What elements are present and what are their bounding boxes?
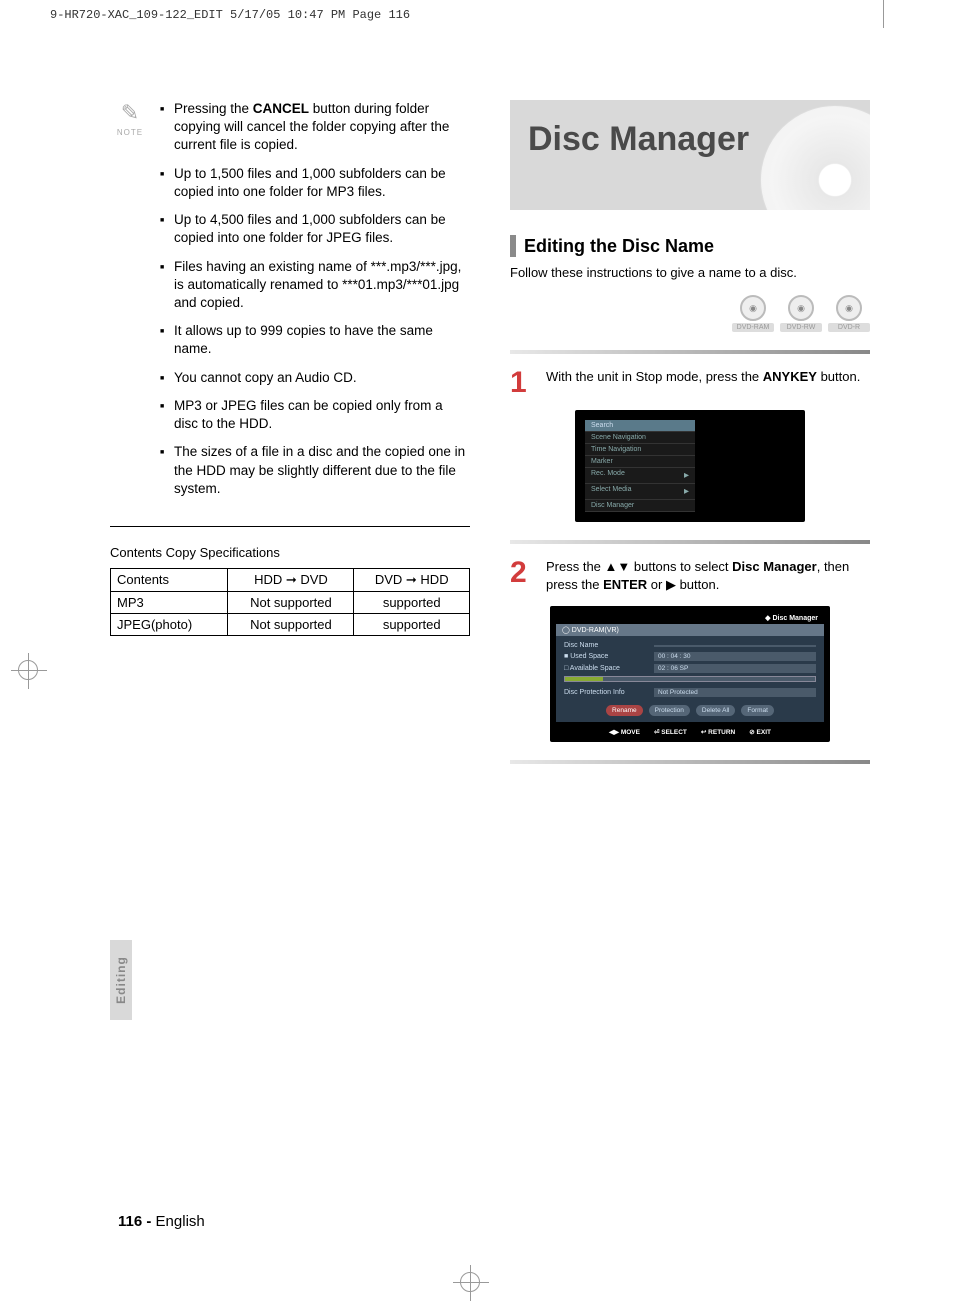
screen-buttons: Rename Protection Delete All Format [564,705,816,716]
gradient-rule [510,540,870,544]
pencil-icon: ✎ [110,100,150,126]
table-header: Contents [111,568,228,591]
registration-mark-left [18,660,38,680]
space-bar [564,676,816,682]
table-header: DVD ➞ HDD [354,568,470,591]
left-column: ✎ NOTE Pressing the CANCEL button during… [110,100,470,778]
disc-type-badges: ◉ DVD-RAM ◉ DVD-RW ◉ DVD-R [510,295,870,332]
info-row: □ Available Space 02 : 06 SP [564,664,816,673]
section-heading: Editing the Disc Name [510,235,870,257]
note-item: Up to 1,500 files and 1,000 subfolders c… [160,165,470,201]
screen-header: ◯ DVD-RAM(VR) [556,624,824,636]
note-item: Up to 4,500 files and 1,000 subfolders c… [160,211,470,247]
menu-item: Search [585,420,695,432]
note-item: Files having an existing name of ***.mp3… [160,258,470,313]
info-row: ■ Used Space 00 : 04 : 30 [564,652,816,661]
note-item: The sizes of a file in a disc and the co… [160,443,470,498]
table-header: HDD ➞ DVD [228,568,354,591]
step-1: 1 With the unit in Stop mode, press the … [510,368,870,398]
note-item: You cannot copy an Audio CD. [160,369,470,387]
note-item: It allows up to 999 copies to have the s… [160,322,470,358]
note-icon-box: ✎ NOTE [110,100,150,508]
registration-mark-bottom [460,1272,480,1292]
step-number: 1 [510,368,534,398]
step-2: 2 Press the ▲▼ buttons to select Disc Ma… [510,558,870,594]
disc-icon: ◉ [740,295,766,321]
table-row: JPEG(photo) Not supported supported [111,613,470,635]
disc-icon: ◉ [788,295,814,321]
page-footer: 116 - English [118,1213,205,1230]
step-number: 2 [510,558,534,594]
section-subtitle: Follow these instructions to give a name… [510,265,870,280]
screen-footer: ◀▶ MOVE ⏎ SELECT ↩ RETURN ⊘ EXIT [556,728,824,736]
delete-all-button: Delete All [696,705,735,716]
menu-item: Rec. Mode▸ [585,468,695,484]
screenshot-menu-1: Search Scene Navigation Time Navigation … [575,410,805,522]
gradient-rule [510,350,870,354]
disc-icon: ◉ [836,295,862,321]
table-row: MP3 Not supported supported [111,591,470,613]
menu-item: Time Navigation [585,444,695,456]
menu-item: Marker [585,456,695,468]
rename-button: Rename [606,705,643,716]
section-bar-icon [510,235,516,257]
format-button: Format [741,705,774,716]
divider [110,526,470,527]
crop-mark [883,0,884,28]
step-text: With the unit in Stop mode, press the AN… [546,368,870,398]
side-tab-editing: Editing [110,940,132,1020]
note-item: MP3 or JPEG files can be copied only fro… [160,397,470,433]
anykey-menu: Search Scene Navigation Time Navigation … [585,420,695,512]
screen-title: ◆ Disc Manager [556,612,824,624]
badge-dvd-rw: ◉ DVD-RW [780,295,822,332]
page-content: ✎ NOTE Pressing the CANCEL button during… [110,100,870,778]
info-row: Disc Protection Info Not Protected [564,688,816,697]
menu-item: Scene Navigation [585,432,695,444]
right-column: Disc Manager Editing the Disc Name Follo… [510,100,870,778]
print-header: 9-HR720-XAC_109-122_EDIT 5/17/05 10:47 P… [50,8,410,22]
badge-dvd-ram: ◉ DVD-RAM [732,295,774,332]
screenshot-disc-manager: ◆ Disc Manager ◯ DVD-RAM(VR) Disc Name ■… [550,606,830,742]
note-label: NOTE [110,128,150,137]
section-title: Editing the Disc Name [524,236,714,257]
gradient-rule [510,760,870,764]
info-row: Disc Name [564,642,816,649]
note-list: Pressing the CANCEL button during folder… [160,100,470,508]
spec-title: Contents Copy Specifications [110,545,470,560]
spec-table: Contents HDD ➞ DVD DVD ➞ HDD MP3 Not sup… [110,568,470,636]
note-item: Pressing the CANCEL button during folder… [160,100,470,155]
badge-dvd-r: ◉ DVD-R [828,295,870,332]
step-text: Press the ▲▼ buttons to select Disc Mana… [546,558,870,594]
menu-item: Select Media▸ [585,484,695,500]
menu-item: Disc Manager [585,500,695,512]
disc-manager-banner: Disc Manager [510,100,870,210]
protection-button: Protection [649,705,690,716]
